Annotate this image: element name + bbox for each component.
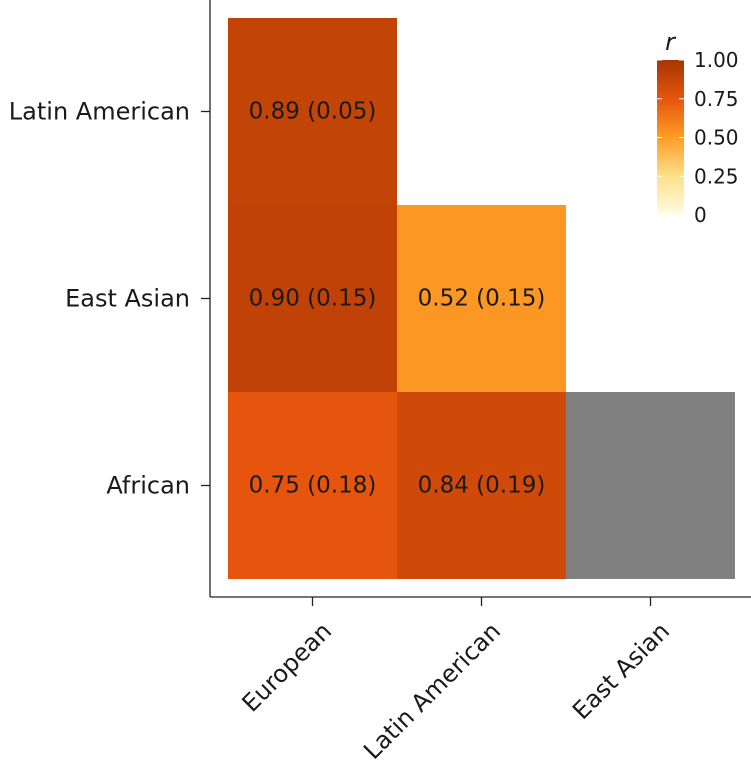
x-tick-label-east-asian: East Asian [567,617,675,725]
x-tick-label-european: European [237,617,338,718]
heatmap-cell-african-vs-european [228,392,397,579]
legend-tick-label: 0.75 [694,87,739,111]
legend-tick-label: 0.50 [694,126,739,150]
legend-title: r [665,28,677,56]
y-tick-label-african: African [106,472,190,500]
cell-label-east-asian-vs-latin-american: 0.52 (0.15) [418,286,546,312]
cell-label-african-vs-latin-american: 0.84 (0.19) [418,473,546,499]
legend-ticks: 1.00 0.75 0.50 0.25 0 [657,48,739,227]
x-axis-ticks: European Latin American East Asian [237,597,675,765]
y-axis-ticks: African East Asian Latin American [9,98,210,500]
y-tick-label-east-asian: East Asian [65,285,190,313]
cell-label-latin-american-vs-european: 0.89 (0.05) [249,99,377,125]
heatmap-cell-east-asian-vs-latin-american [397,205,566,392]
heatmap-cell-african-vs-latin-american [397,392,566,579]
cell-label-east-asian-vs-european: 0.90 (0.15) [249,286,377,312]
y-tick-label-latin-american: Latin American [9,98,190,126]
x-tick-label-latin-american: Latin American [358,617,506,765]
legend-tick-label: 0.25 [694,164,739,188]
heatmap-cells: 0.89 (0.05) 0.90 (0.15) 0.52 (0.15) 0.75 (0… [228,18,735,579]
legend-tick-label: 1.00 [694,48,739,72]
color-legend: r 1.00 0.75 0.50 0.25 0 [657,28,739,227]
heatmap-cell-east-asian-vs-european [228,205,397,392]
heatmap-cell-latin-american-vs-european [228,18,397,205]
cell-label-african-vs-european: 0.75 (0.18) [249,473,377,499]
heatmap-cell-african-vs-east-asian [566,392,735,579]
legend-tick-label: 0 [694,203,707,227]
